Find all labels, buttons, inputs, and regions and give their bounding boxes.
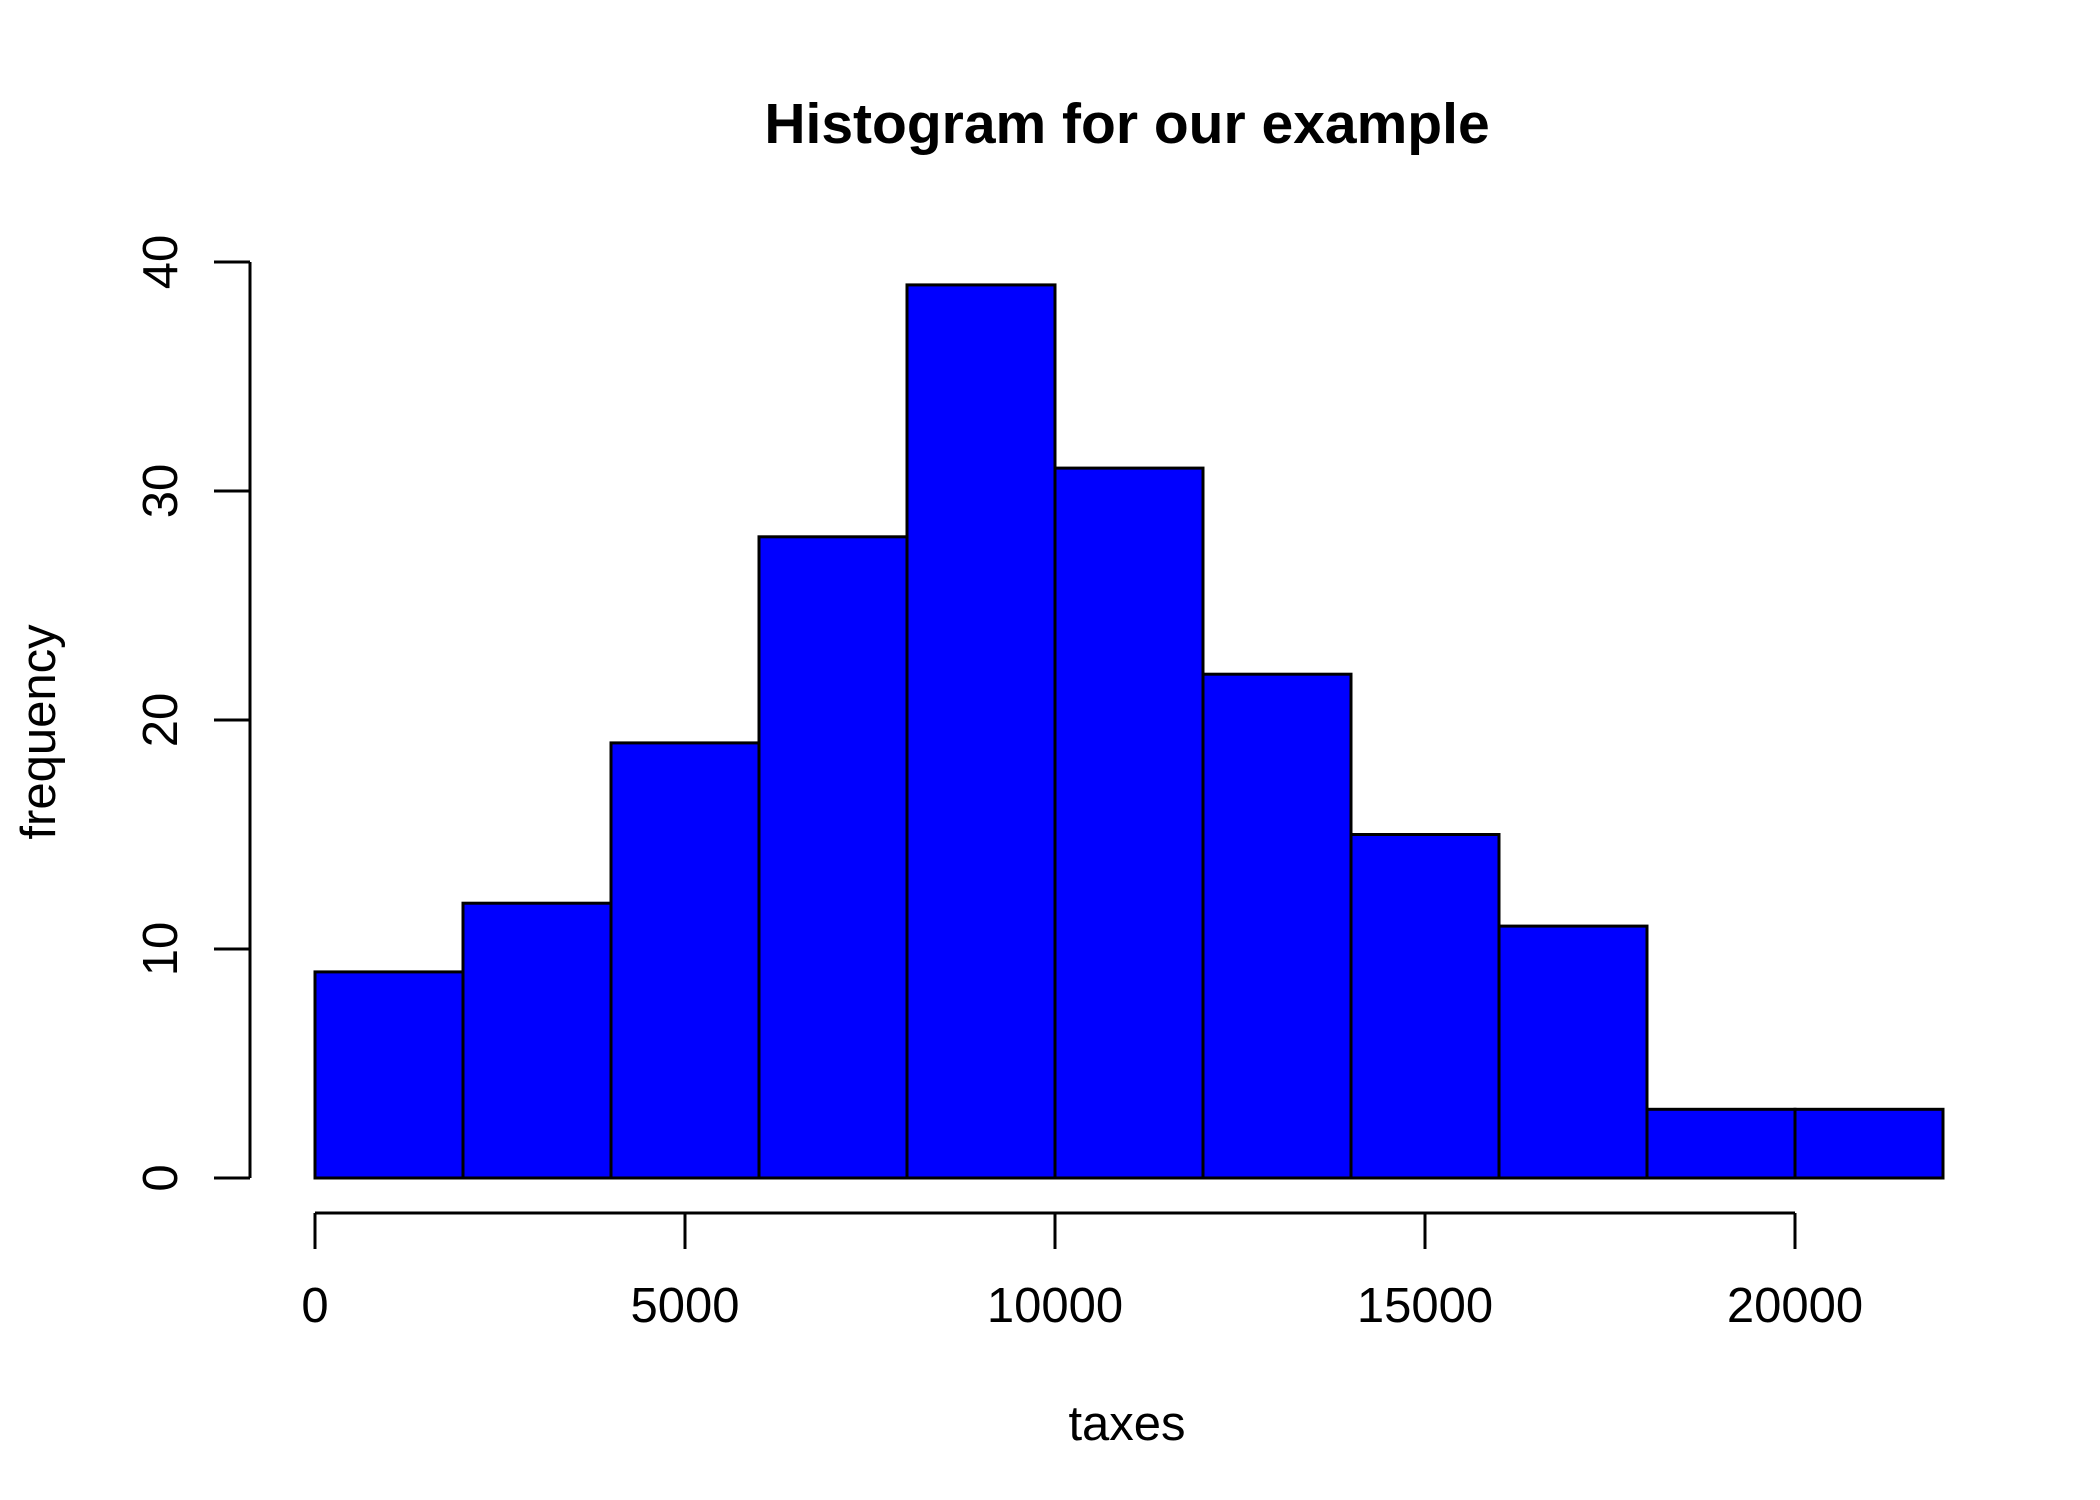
x-tick-label: 0 — [301, 1279, 328, 1333]
x-tick-label: 20000 — [1727, 1279, 1863, 1333]
y-axis-label: frequency — [12, 624, 66, 840]
y-tick-label: 10 — [134, 922, 188, 977]
x-axis-label: taxes — [1068, 1397, 1185, 1451]
histogram-bar — [313, 970, 465, 1180]
histogram-bar — [1053, 466, 1205, 1180]
histogram-bar — [757, 535, 909, 1180]
x-tick-label: 10000 — [987, 1279, 1123, 1333]
y-axis: 0 10 20 30 40 — [134, 235, 252, 1192]
y-tick-label: 0 — [134, 1164, 188, 1191]
histogram-bar — [1793, 1107, 1945, 1180]
histogram-bar — [609, 741, 761, 1180]
histogram-bar — [1349, 833, 1501, 1180]
x-axis: 0 5000 10000 15000 20000 — [301, 1211, 1863, 1333]
bars-group — [313, 283, 1945, 1180]
x-tick-label: 15000 — [1357, 1279, 1493, 1333]
histogram-bar — [461, 901, 613, 1180]
histogram-bar — [905, 283, 1057, 1180]
x-tick-label: 5000 — [630, 1279, 739, 1333]
y-tick-label: 20 — [134, 693, 188, 748]
histogram-bar — [1497, 924, 1649, 1180]
histogram-bar — [1645, 1107, 1797, 1180]
chart-title: Histogram for our example — [764, 92, 1489, 156]
y-tick-label: 30 — [134, 464, 188, 519]
histogram-bar — [1201, 672, 1353, 1180]
y-tick-label: 40 — [134, 235, 188, 290]
